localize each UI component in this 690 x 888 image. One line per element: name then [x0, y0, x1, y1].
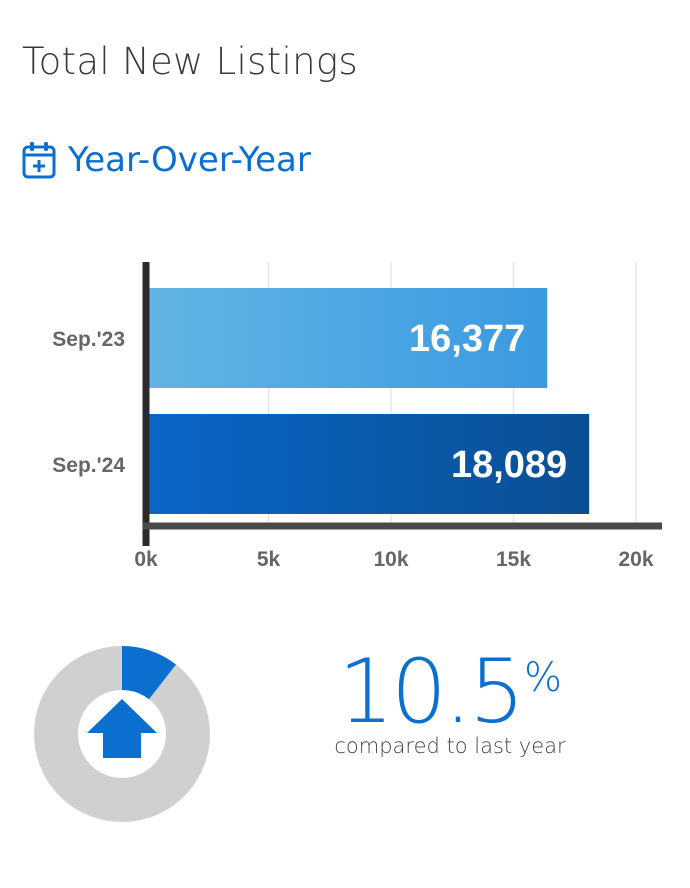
category-label: Sep.'24	[52, 454, 125, 477]
change-summary: 10.5 % compared to last year	[300, 648, 600, 759]
percent-caption: compared to last year	[334, 734, 566, 758]
arrow-up-icon	[87, 699, 157, 758]
bar-chart: 0k 5k 10k 15k 20k 16,377 Sep.'23 18,089 Sep.'24	[52, 262, 662, 571]
calendar-plus-icon	[22, 142, 56, 179]
bar-0	[146, 288, 548, 388]
page-title: Total New Listings	[22, 40, 358, 83]
bar-value-label: 18,089	[451, 444, 567, 486]
donut-fill-arc	[120, 646, 176, 700]
bar-1	[146, 414, 590, 514]
x-tick-label: 15k	[496, 548, 531, 571]
period-label: Year-Over-Year	[68, 140, 311, 180]
percent-symbol: %	[523, 655, 562, 701]
x-tick-label: 5k	[257, 548, 281, 571]
x-tick-label: 0k	[134, 548, 158, 571]
bar-value-label: 16,377	[409, 318, 525, 360]
period-header: Year-Over-Year	[22, 138, 311, 182]
x-tick-label: 10k	[373, 548, 408, 571]
percent-number: 10.5	[338, 640, 525, 743]
x-tick-label: 20k	[618, 548, 653, 571]
percent-change: 10.5 %	[338, 648, 562, 736]
category-label: Sep.'23	[52, 328, 125, 351]
change-donut	[33, 645, 211, 823]
